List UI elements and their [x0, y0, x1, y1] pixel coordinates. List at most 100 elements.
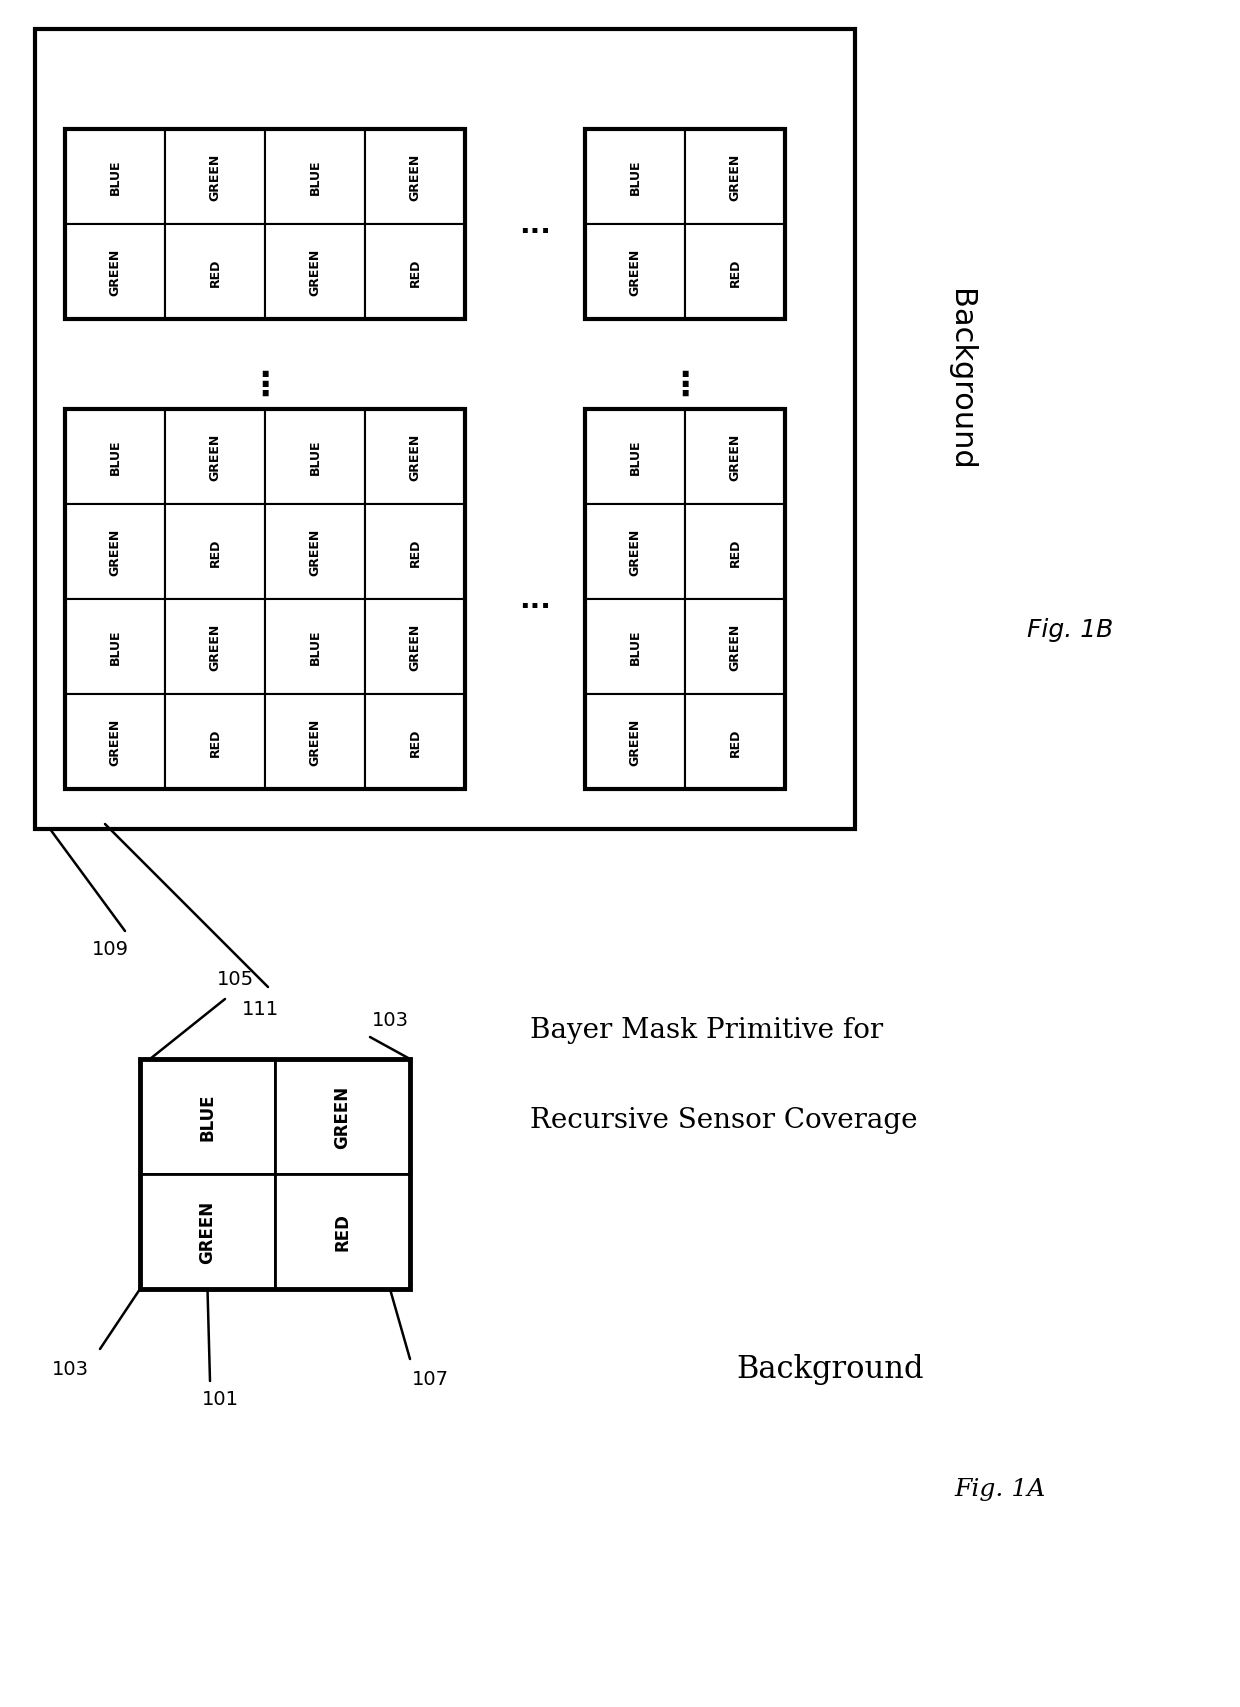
- Bar: [585, 130, 785, 319]
- Text: RED: RED: [729, 538, 742, 567]
- Text: GREEN: GREEN: [629, 719, 641, 766]
- Text: BLUE: BLUE: [109, 439, 122, 475]
- Text: BLUE: BLUE: [629, 630, 641, 664]
- Text: Fig. 1A: Fig. 1A: [955, 1478, 1045, 1500]
- Bar: [140, 1174, 275, 1289]
- Bar: [265, 225, 365, 319]
- Text: Recursive Sensor Coverage: Recursive Sensor Coverage: [529, 1106, 918, 1133]
- Text: GREEN: GREEN: [629, 249, 641, 295]
- Text: ...: ...: [520, 212, 551, 239]
- Bar: [165, 599, 265, 695]
- Text: GREEN: GREEN: [208, 154, 222, 201]
- Text: GREEN: GREEN: [408, 154, 422, 201]
- Bar: [35, 31, 856, 830]
- Bar: [684, 695, 785, 790]
- Text: GREEN: GREEN: [208, 434, 222, 481]
- Text: BLUE: BLUE: [309, 439, 321, 475]
- Text: BLUE: BLUE: [629, 160, 641, 195]
- Text: ⋮: ⋮: [668, 369, 702, 401]
- Text: GREEN: GREEN: [408, 434, 422, 481]
- Text: GREEN: GREEN: [729, 623, 742, 671]
- Text: RED: RED: [408, 538, 422, 567]
- Bar: [265, 599, 365, 695]
- Text: BLUE: BLUE: [309, 160, 321, 195]
- Bar: [275, 1174, 410, 1289]
- Text: GREEN: GREEN: [309, 719, 321, 766]
- Bar: [365, 225, 465, 319]
- Text: GREEN: GREEN: [729, 154, 742, 201]
- Bar: [165, 225, 265, 319]
- Text: BLUE: BLUE: [629, 439, 641, 475]
- Text: Bayer Mask Primitive for: Bayer Mask Primitive for: [529, 1016, 883, 1043]
- Text: ...: ...: [520, 586, 551, 613]
- Text: RED: RED: [408, 258, 422, 287]
- Text: 111: 111: [242, 1000, 279, 1019]
- Bar: [165, 130, 265, 225]
- Bar: [165, 505, 265, 599]
- Text: RED: RED: [208, 258, 222, 287]
- Bar: [684, 505, 785, 599]
- Bar: [365, 505, 465, 599]
- Bar: [64, 410, 465, 790]
- Text: GREEN: GREEN: [198, 1200, 217, 1263]
- Bar: [64, 410, 165, 505]
- Bar: [64, 130, 465, 319]
- Bar: [140, 1060, 410, 1289]
- Bar: [365, 130, 465, 225]
- Text: RED: RED: [334, 1214, 351, 1251]
- Bar: [265, 130, 365, 225]
- Text: 105: 105: [217, 970, 253, 988]
- Text: GREEN: GREEN: [629, 529, 641, 575]
- Text: Fig. 1B: Fig. 1B: [1027, 618, 1114, 642]
- Text: 109: 109: [92, 941, 129, 959]
- Bar: [365, 410, 465, 505]
- Bar: [140, 1060, 275, 1174]
- Bar: [365, 695, 465, 790]
- Bar: [64, 130, 165, 225]
- Text: BLUE: BLUE: [309, 630, 321, 664]
- Text: GREEN: GREEN: [109, 249, 122, 295]
- Text: RED: RED: [729, 258, 742, 287]
- Text: GREEN: GREEN: [208, 623, 222, 671]
- Bar: [585, 225, 684, 319]
- Bar: [265, 695, 365, 790]
- Text: 103: 103: [372, 1011, 408, 1029]
- Text: RED: RED: [208, 538, 222, 567]
- Text: BLUE: BLUE: [109, 630, 122, 664]
- Bar: [265, 410, 365, 505]
- Text: GREEN: GREEN: [109, 529, 122, 575]
- Bar: [64, 599, 165, 695]
- Bar: [684, 599, 785, 695]
- Text: GREEN: GREEN: [309, 249, 321, 295]
- Bar: [585, 410, 684, 505]
- Text: 107: 107: [412, 1369, 449, 1389]
- Bar: [684, 410, 785, 505]
- Bar: [165, 410, 265, 505]
- Text: ⋮: ⋮: [248, 369, 281, 401]
- Text: 103: 103: [52, 1360, 88, 1379]
- Text: 101: 101: [202, 1389, 238, 1408]
- Bar: [275, 1060, 410, 1174]
- Bar: [684, 130, 785, 225]
- Bar: [684, 225, 785, 319]
- Text: BLUE: BLUE: [198, 1092, 217, 1140]
- Text: GREEN: GREEN: [408, 623, 422, 671]
- Bar: [64, 695, 165, 790]
- Bar: [365, 599, 465, 695]
- Text: GREEN: GREEN: [729, 434, 742, 481]
- Text: Background: Background: [737, 1354, 924, 1384]
- Text: RED: RED: [729, 727, 742, 756]
- Bar: [64, 505, 165, 599]
- Text: GREEN: GREEN: [334, 1086, 351, 1149]
- Bar: [585, 695, 684, 790]
- Bar: [585, 130, 684, 225]
- Text: GREEN: GREEN: [109, 719, 122, 766]
- Bar: [585, 599, 684, 695]
- Bar: [585, 505, 684, 599]
- Text: BLUE: BLUE: [109, 160, 122, 195]
- Text: GREEN: GREEN: [309, 529, 321, 575]
- Bar: [585, 410, 785, 790]
- Bar: [165, 695, 265, 790]
- Bar: [265, 505, 365, 599]
- Text: RED: RED: [208, 727, 222, 756]
